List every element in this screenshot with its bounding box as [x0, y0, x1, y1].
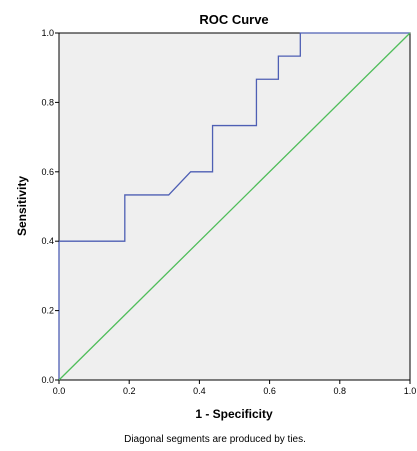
x-axis: 0.0 0.2 0.4 0.6 0.8 1.0: [53, 380, 417, 396]
x-tick-label: 0.0: [53, 386, 66, 396]
footnote: Diagonal segments are produced by ties.: [124, 434, 306, 445]
x-tick-label: 0.2: [123, 386, 136, 396]
x-tick-label: 0.4: [193, 386, 206, 396]
x-tick-label: 0.8: [334, 386, 347, 396]
x-tick-label: 1.0: [404, 386, 417, 396]
roc-curve-line: [58, 32, 410, 380]
y-tick-label: 0.8: [41, 97, 54, 107]
y-tick-label: 1.0: [41, 28, 54, 38]
x-tick-label: 0.6: [263, 386, 276, 396]
y-tick-label: 0.6: [41, 167, 54, 177]
y-tick-label: 0.2: [41, 306, 54, 316]
reference-diagonal-line: [58, 32, 411, 381]
y-axis-label: Sensitivity: [15, 176, 29, 236]
chart-title: ROC Curve: [199, 12, 268, 27]
plot-area: [58, 32, 411, 381]
y-tick-label: 0.4: [41, 236, 54, 246]
y-axis: 0.0 0.2 0.4 0.6 0.8 1.0: [41, 28, 59, 385]
y-tick-label: 0.0: [41, 375, 54, 385]
series-layer: [58, 32, 411, 381]
x-axis-label: 1 - Specificity: [195, 407, 273, 421]
